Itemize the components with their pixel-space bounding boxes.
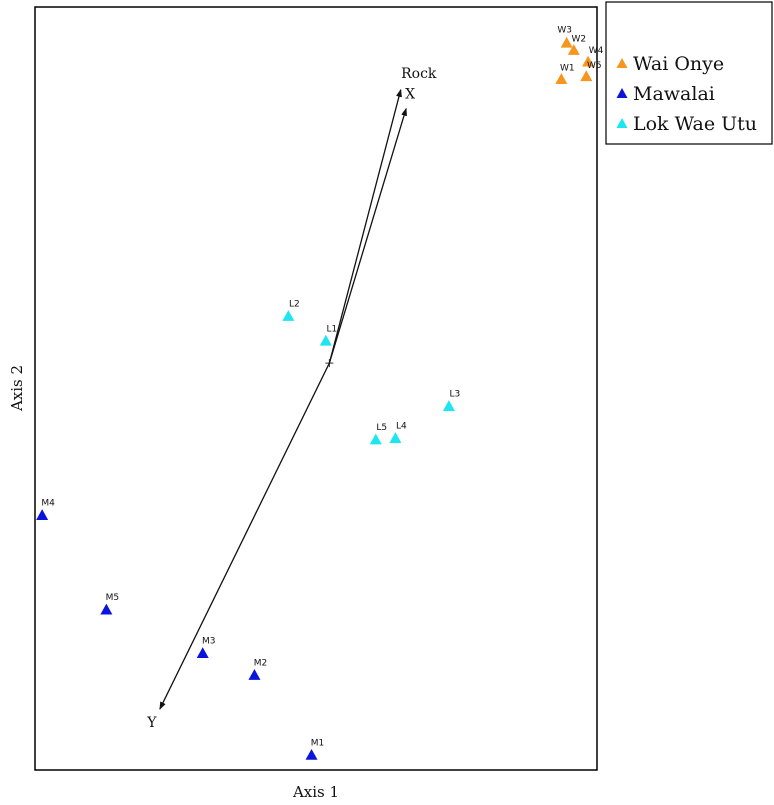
point-label-m5: M5 xyxy=(106,593,120,603)
point-label-l2: L2 xyxy=(289,300,300,310)
point-l2 xyxy=(282,310,295,321)
legend-label-1: Mawalai xyxy=(633,83,715,105)
vector-arrow-y xyxy=(159,362,330,710)
point-m2 xyxy=(248,669,261,680)
point-label-w5: W5 xyxy=(587,61,602,71)
point-label-l1: L1 xyxy=(326,324,337,334)
point-label-m4: M4 xyxy=(41,499,55,509)
legend-marker-1 xyxy=(616,88,628,98)
point-w4 xyxy=(582,55,595,67)
vector-label-rock: Rock xyxy=(401,66,437,82)
legend: Wai Onye Mawalai Lok Wae Utu xyxy=(605,1,773,145)
point-w3 xyxy=(560,36,573,48)
point-label-w3: W3 xyxy=(557,25,572,35)
legend-marker-2 xyxy=(616,118,628,128)
point-w5 xyxy=(580,70,593,82)
point-label-l4: L4 xyxy=(396,422,407,432)
point-l4 xyxy=(389,432,402,443)
legend-label-0: Wai Onye xyxy=(633,53,724,75)
point-label-m2: M2 xyxy=(254,659,268,669)
x-axis-label: Axis 1 xyxy=(292,783,339,801)
legend-items: Wai Onye Mawalai Lok Wae Utu xyxy=(616,53,757,135)
point-m5 xyxy=(100,603,113,615)
point-label-m1: M1 xyxy=(311,738,325,748)
vector-arrow-rock xyxy=(328,88,402,364)
point-label-l5: L5 xyxy=(376,423,387,433)
point-label-w2: W2 xyxy=(571,35,586,45)
point-l5 xyxy=(369,433,382,445)
legend-label-2: Lok Wae Utu xyxy=(633,113,757,135)
point-w2 xyxy=(567,44,580,55)
point-w1 xyxy=(555,73,568,84)
vector-arrow-x xyxy=(328,107,407,364)
point-m1 xyxy=(305,748,318,760)
y-axis-label: Axis 2 xyxy=(8,365,26,412)
legend-box xyxy=(605,1,773,145)
vectors-layer: Rock X Y xyxy=(146,66,437,731)
point-label-w1: W1 xyxy=(560,64,575,74)
point-label-w4: W4 xyxy=(589,46,604,56)
vector-label-y: Y xyxy=(146,715,157,731)
plot-frame xyxy=(34,6,598,771)
point-label-m3: M3 xyxy=(202,637,216,647)
point-l1 xyxy=(319,334,332,346)
vector-label-x: X xyxy=(405,87,415,103)
legend-marker-0 xyxy=(616,58,628,68)
point-label-l3: L3 xyxy=(450,390,461,400)
point-m4 xyxy=(36,509,49,520)
point-l3 xyxy=(442,400,455,411)
point-m3 xyxy=(196,647,209,659)
